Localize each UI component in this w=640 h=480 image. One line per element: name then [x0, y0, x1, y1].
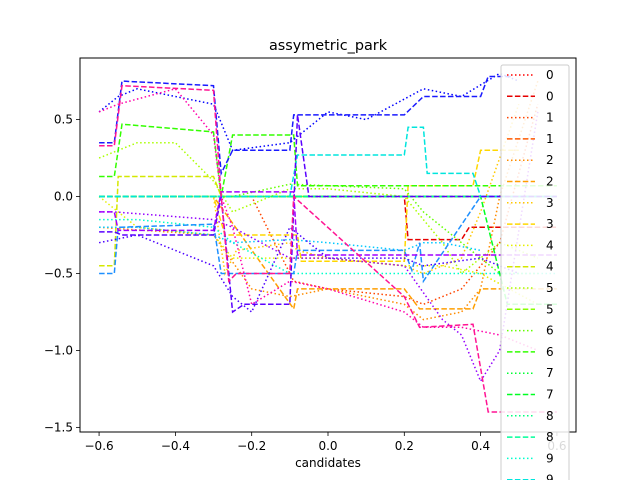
series-line-4 — [99, 80, 539, 321]
y-tick-label: −1.5 — [44, 420, 73, 434]
series-line-29 — [99, 84, 557, 413]
legend-label: 2 — [546, 175, 554, 189]
legend-label: 1 — [546, 132, 554, 146]
legend-label: 6 — [546, 324, 554, 338]
legend-label: 2 — [546, 153, 554, 167]
legend-label: 5 — [546, 302, 554, 316]
legend-label: 4 — [546, 260, 554, 274]
series-line-23 — [99, 75, 512, 177]
y-axis: −1.5 −1.0 −0.5 0.0 0.5 — [44, 113, 80, 434]
y-tick-label: −0.5 — [44, 266, 73, 280]
x-tick-label: −0.4 — [161, 439, 190, 453]
series-line-24 — [98, 226, 520, 314]
legend-label: 1 — [546, 111, 554, 125]
x-axis-label: candidates — [295, 456, 361, 470]
series-line-19 — [99, 126, 557, 198]
series-line-25 — [99, 114, 557, 314]
series-line-6 — [99, 103, 520, 276]
x-tick-label: 0.4 — [471, 439, 490, 453]
series-line-10 — [98, 141, 539, 275]
legend-label: 9 — [546, 451, 554, 465]
legend-label: 9 — [546, 473, 554, 480]
series-line-28 — [98, 87, 539, 352]
series-line-13 — [99, 123, 557, 197]
series-line-27 — [99, 191, 557, 256]
legend-label: 0 — [546, 89, 554, 103]
x-tick-label: −0.2 — [237, 439, 266, 453]
legend-label: 6 — [546, 345, 554, 359]
x-tick-label: −0.6 — [85, 439, 114, 453]
legend-label: 8 — [546, 409, 554, 423]
legend: 0 0 1 1 2 2 3 3 4 4 5 5 6 6 7 7 8 8 9 9 — [500, 64, 570, 480]
chart-title: assymetric_park — [269, 38, 388, 54]
x-tick-label: 0.2 — [395, 439, 414, 453]
legend-box — [500, 64, 570, 480]
series-line-21 — [99, 195, 557, 284]
y-tick-label: 0.5 — [54, 113, 73, 127]
series-line-18 — [99, 218, 557, 275]
y-tick-label: 0.0 — [54, 190, 73, 204]
x-tick-label: 0.0 — [318, 439, 337, 453]
y-tick-label: −1.0 — [44, 343, 73, 357]
legend-label: 5 — [546, 281, 554, 295]
legend-label: 7 — [546, 366, 554, 380]
legend-label: 3 — [546, 217, 554, 231]
legend-label: 8 — [546, 430, 554, 444]
legend-label: 4 — [546, 238, 554, 252]
legend-label: 0 — [546, 68, 554, 82]
legend-label: 7 — [546, 388, 554, 402]
legend-label: 3 — [546, 196, 554, 210]
